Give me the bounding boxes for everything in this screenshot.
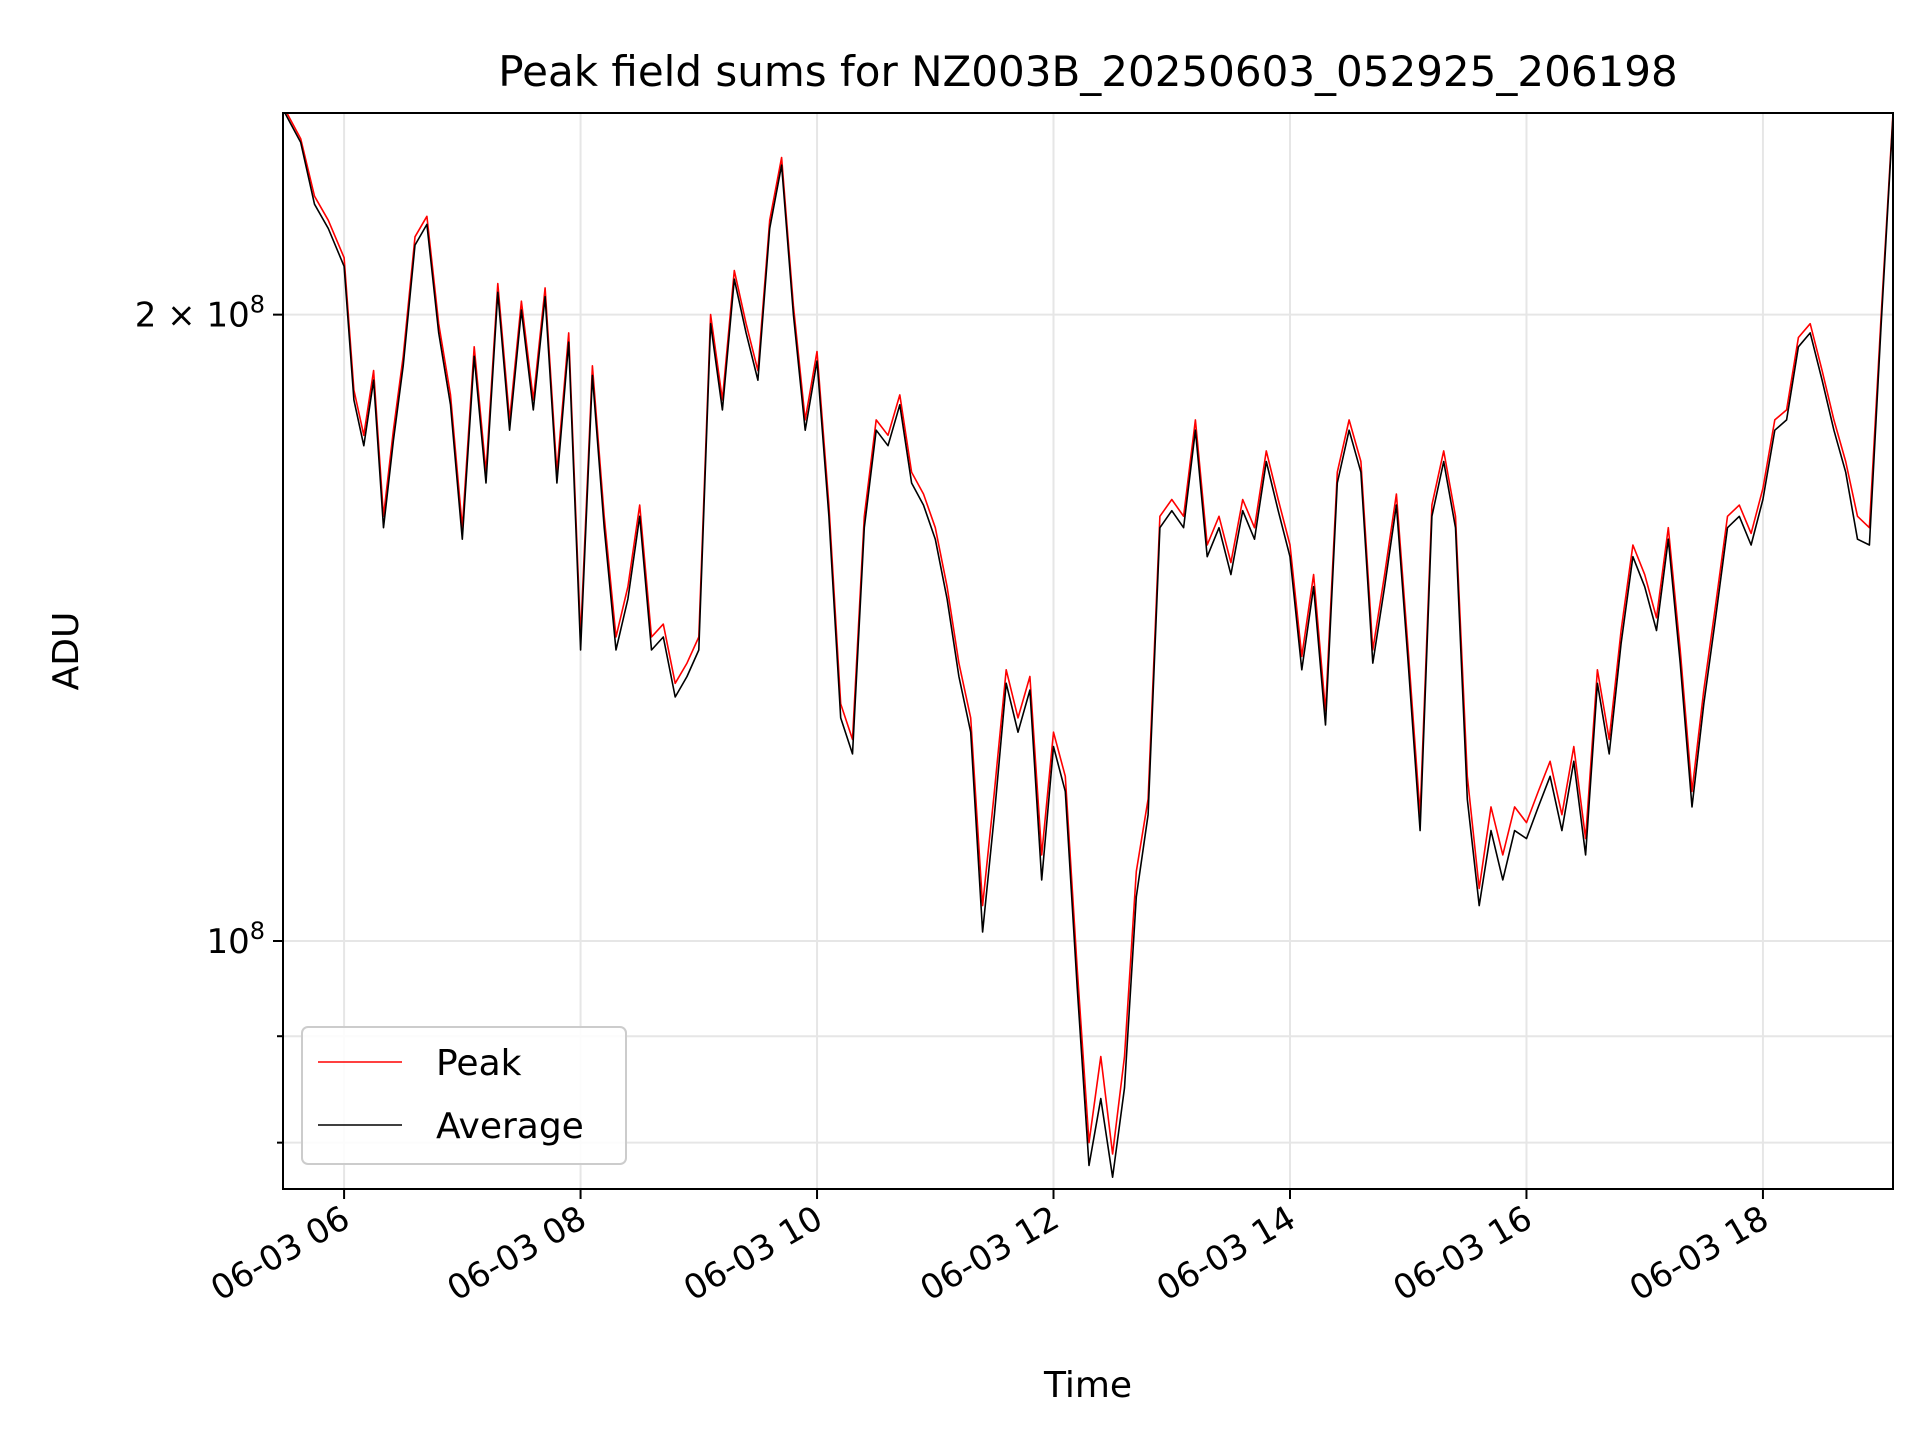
plot-area [284,113,1893,1178]
legend-peak-label: Peak [436,1043,522,1084]
y-tick-label: 108 [206,917,265,962]
y-tick-label: 2 × 108 [135,291,265,336]
y-axis-label: ADU [46,612,87,691]
x-axis-label: Time [1043,1365,1132,1406]
legend: Peak Average [301,1026,627,1165]
chart-title: Peak field sums for NZ003B_20250603_0529… [498,47,1677,96]
axes-frame [282,112,1894,1190]
legend-average-label: Average [436,1106,584,1147]
series-line-average [284,113,1893,1178]
y-axis-ticks: 108 2 × 108 [135,291,283,1144]
